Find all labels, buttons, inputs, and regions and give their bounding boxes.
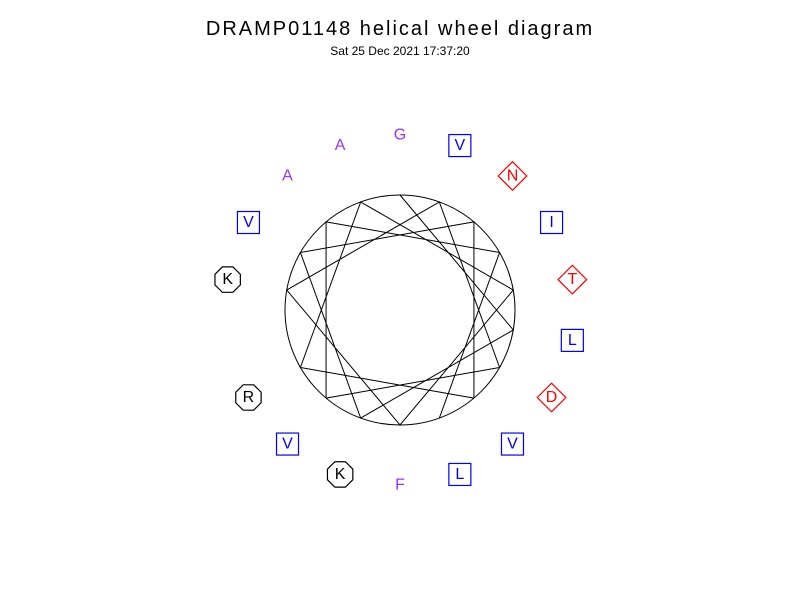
residue-label: T <box>567 271 577 288</box>
residue-label: A <box>282 167 293 184</box>
residue-label: G <box>394 127 406 144</box>
residue-label: N <box>507 167 519 184</box>
backbone-polyline <box>287 195 514 425</box>
residue-label: V <box>282 436 293 453</box>
residue-label: F <box>395 477 405 494</box>
residue-label: L <box>568 332 577 349</box>
residue-label: K <box>335 466 346 483</box>
wheel-circle <box>285 195 515 425</box>
residue-label: R <box>243 389 255 406</box>
helical-wheel-svg: G L K V N V R A T F K V D V A I L <box>0 0 800 600</box>
residue-label: V <box>507 436 518 453</box>
residue-label: V <box>243 214 254 231</box>
residue-label: V <box>455 137 466 154</box>
residue-label: A <box>335 137 346 154</box>
residue-label: L <box>455 466 464 483</box>
residue-label: K <box>222 271 233 288</box>
residue-label: I <box>549 214 553 231</box>
residue-label: D <box>546 389 558 406</box>
